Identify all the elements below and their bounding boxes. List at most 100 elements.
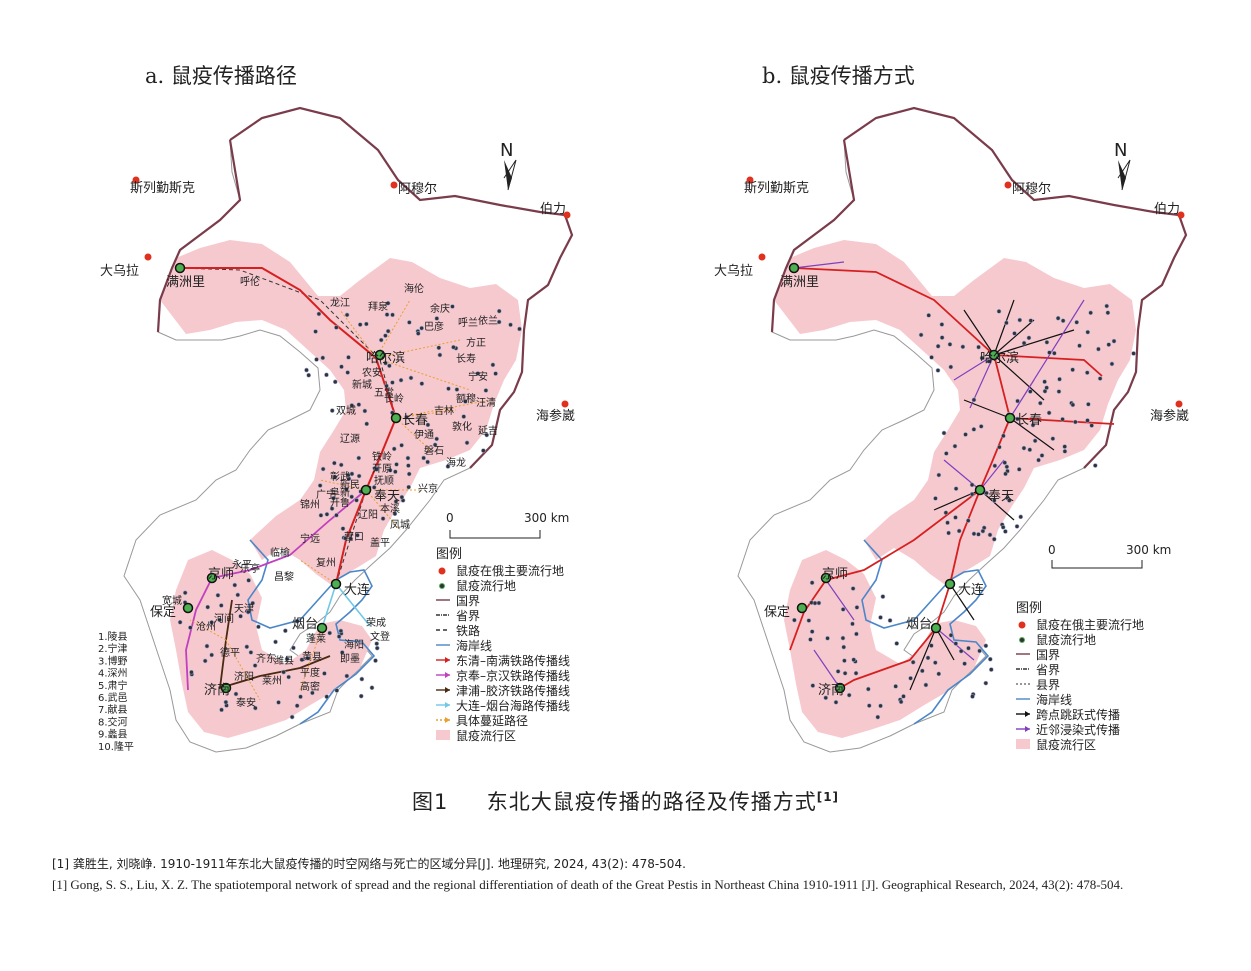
- epidemic-point: [1070, 367, 1075, 373]
- russia-city-dot: [132, 176, 140, 184]
- epidemic-point: [925, 655, 931, 661]
- caption-ref: [1]: [816, 790, 840, 804]
- legend-swatch: [1019, 637, 1025, 643]
- legend-item-label: 省界: [456, 609, 480, 623]
- epidemic-point: [991, 498, 997, 503]
- county-list-item: 1.陵县: [98, 631, 128, 643]
- epidemic-point: [310, 690, 315, 696]
- epidemic-point: [966, 645, 971, 651]
- place-label: 宁安: [468, 370, 488, 383]
- epidemic-point: [334, 325, 339, 330]
- main-city-marker: [834, 682, 846, 694]
- place-label: 抚顺: [374, 475, 394, 487]
- epidemic-point: [324, 511, 330, 517]
- map-panel-b: N 0 300 km: [737, 106, 1188, 753]
- epidemic-point: [384, 383, 389, 389]
- legend-item-label: 跨点跳跃式传播: [1036, 707, 1120, 722]
- epidemic-point: [929, 355, 934, 360]
- epidemic-point: [314, 357, 319, 362]
- epidemic-point: [1030, 422, 1036, 428]
- epidemic-point: [407, 320, 412, 325]
- epidemic-point: [901, 694, 906, 699]
- epidemic-point: [378, 337, 384, 343]
- main-city-marker: [796, 602, 808, 614]
- epidemic-point: [880, 594, 886, 599]
- epidemic-point: [1015, 398, 1020, 404]
- epidemic-point: [359, 676, 365, 682]
- place-label: 双城: [336, 405, 356, 417]
- legend-item-label: 京奉–京汉铁路传播线: [456, 668, 570, 683]
- epidemic-area-northeast: [774, 240, 1136, 584]
- epidemic-point: [371, 485, 377, 490]
- place-label: 拜泉: [368, 300, 388, 313]
- place-label: 新城: [352, 378, 372, 391]
- epidemic-point: [920, 668, 925, 674]
- epidemic-point: [364, 421, 370, 427]
- place-label: 广宁: [316, 488, 336, 501]
- epidemic-point: [854, 605, 860, 610]
- epidemic-point: [936, 472, 942, 478]
- county-list-item: 4.深州: [98, 668, 128, 680]
- russia-city-dot: [1177, 211, 1185, 219]
- epidemic-point: [825, 635, 830, 641]
- place-label: 蓬莱: [306, 633, 326, 645]
- epidemic-point: [385, 328, 391, 334]
- place-label: 敦化: [452, 420, 472, 433]
- epidemic-point: [806, 618, 812, 623]
- epidemic-point: [406, 484, 411, 490]
- epidemic-point: [281, 669, 286, 675]
- russia-city-dot: [1175, 400, 1183, 408]
- epidemic-point: [289, 714, 295, 720]
- epidemic-point: [331, 495, 336, 501]
- epidemic-point: [953, 641, 959, 646]
- epidemic-point: [306, 372, 311, 378]
- epidemic-point: [182, 590, 188, 596]
- epidemic-point: [962, 661, 967, 666]
- epidemic-point: [406, 471, 412, 477]
- epidemic-point: [393, 499, 399, 504]
- epidemic-point: [332, 460, 337, 466]
- dalian-yantai-line: [321, 583, 371, 629]
- epidemic-points-a: [177, 300, 522, 720]
- place-label: 黄县: [302, 650, 322, 663]
- place-label: 额穆: [456, 392, 476, 405]
- epidemic-point: [963, 432, 968, 437]
- jingfeng-line: [185, 489, 367, 691]
- epidemic-point: [948, 364, 954, 370]
- epidemic-point: [374, 645, 380, 651]
- epidemic-point: [253, 705, 258, 711]
- epidemic-point: [935, 368, 941, 373]
- epidemic-area-north-china: [170, 550, 372, 738]
- main-city-marker: [988, 349, 1000, 361]
- epidemic-point: [339, 650, 345, 655]
- epidemic-point: [205, 604, 211, 610]
- epidemic-point: [346, 355, 351, 360]
- russia-city-dot: [563, 211, 571, 219]
- legend-item-label: 具体蔓延路径: [456, 713, 528, 728]
- epidemic-point: [948, 632, 954, 638]
- main-city-marker: [930, 622, 942, 634]
- epidemic-point: [996, 309, 1002, 314]
- epidemic-point: [1047, 350, 1052, 355]
- epidemic-point: [209, 620, 214, 625]
- epidemic-point: [434, 436, 440, 442]
- epidemic-point: [399, 494, 405, 500]
- epidemic-point: [1085, 329, 1091, 335]
- main-city-label: 济南: [204, 682, 230, 698]
- epidemic-point: [970, 694, 975, 699]
- place-label: 依兰: [478, 314, 498, 327]
- jump-arrows: [909, 299, 1075, 691]
- epidemic-point: [446, 386, 451, 391]
- place-label: 沧州: [196, 620, 216, 633]
- epidemic-point: [342, 535, 348, 541]
- place-label: 荣成: [366, 617, 386, 629]
- epidemic-point: [1050, 436, 1056, 441]
- epidemic-point: [454, 387, 460, 392]
- county-list-item: 8.交河: [98, 715, 128, 728]
- epidemic-point: [177, 619, 183, 625]
- epidemic-point: [910, 659, 916, 665]
- panel-a-title: a. 鼠疫传播路径: [145, 64, 297, 88]
- legend-item-label: 铁路: [456, 623, 480, 638]
- epidemic-point: [383, 360, 388, 366]
- epidemic-point: [354, 497, 359, 503]
